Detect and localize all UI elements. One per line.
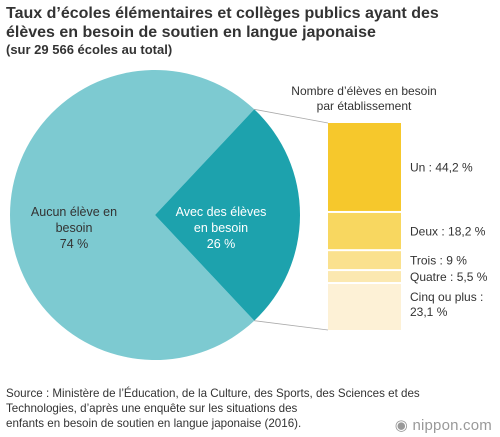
logo-icon: ◉: [394, 417, 409, 434]
bar-segment-five-plus: [328, 284, 401, 330]
bar-label-four: Quatre : 5,5 %: [410, 270, 488, 284]
pie-value-no-students: 74 %: [60, 237, 89, 251]
bar-label-five-plus-line2: 23,1 %: [410, 305, 448, 319]
pie-label-with-students-line1: Avec des élèves: [176, 205, 267, 219]
chart-subtitle: (sur 29 566 écoles au total): [6, 42, 173, 57]
pie-label-no-students-line2: besoin: [56, 221, 93, 235]
source-line-1: Source : Ministère de l’Éducation, de la…: [6, 387, 420, 400]
title-line-1: Taux d’écoles élémentaires et collèges p…: [6, 5, 439, 22]
chart-title: Taux d’écoles élémentaires et collèges p…: [6, 4, 496, 58]
bar-label-two: Deux : 18,2 %: [410, 225, 486, 239]
source-note: Source : Ministère de l’Éducation, de la…: [6, 386, 496, 431]
pie-value-with-students: 26 %: [207, 237, 236, 251]
source-line-2: Technologies, d’après une enquête sur le…: [6, 402, 298, 415]
bar-label-five-plus-line1: Cinq ou plus :: [410, 290, 483, 304]
source-line-3: enfants en besoin de soutien en langue j…: [6, 417, 302, 430]
bar-segment-four: [328, 271, 401, 283]
bar-label-one: Un : 44,2 %: [410, 160, 473, 174]
connector-line-bottom: [254, 320, 329, 331]
breakdown-title-line2: par établissement: [317, 99, 412, 113]
logo-text: nippon.com: [412, 417, 492, 434]
bar-segment-two: [328, 212, 401, 250]
connector-line-top: [254, 108, 329, 124]
nippon-logo: ◉ nippon.com: [395, 416, 492, 434]
title-line-2: élèves en besoin de soutien en langue ja…: [6, 24, 376, 41]
bar-segment-three: [328, 251, 401, 270]
pie-label-no-students-line1: Aucun élève en: [31, 205, 117, 219]
breakdown-title-line1: Nombre d’élèves en besoin: [291, 84, 436, 98]
bar-label-three: Trois : 9 %: [410, 254, 467, 268]
pie-slice-no-students: [9, 69, 255, 361]
pie-label-with-students-line2: en besoin: [194, 221, 248, 235]
pie-slice-with-students: [155, 109, 300, 321]
bar-segment-one: [328, 123, 401, 211]
